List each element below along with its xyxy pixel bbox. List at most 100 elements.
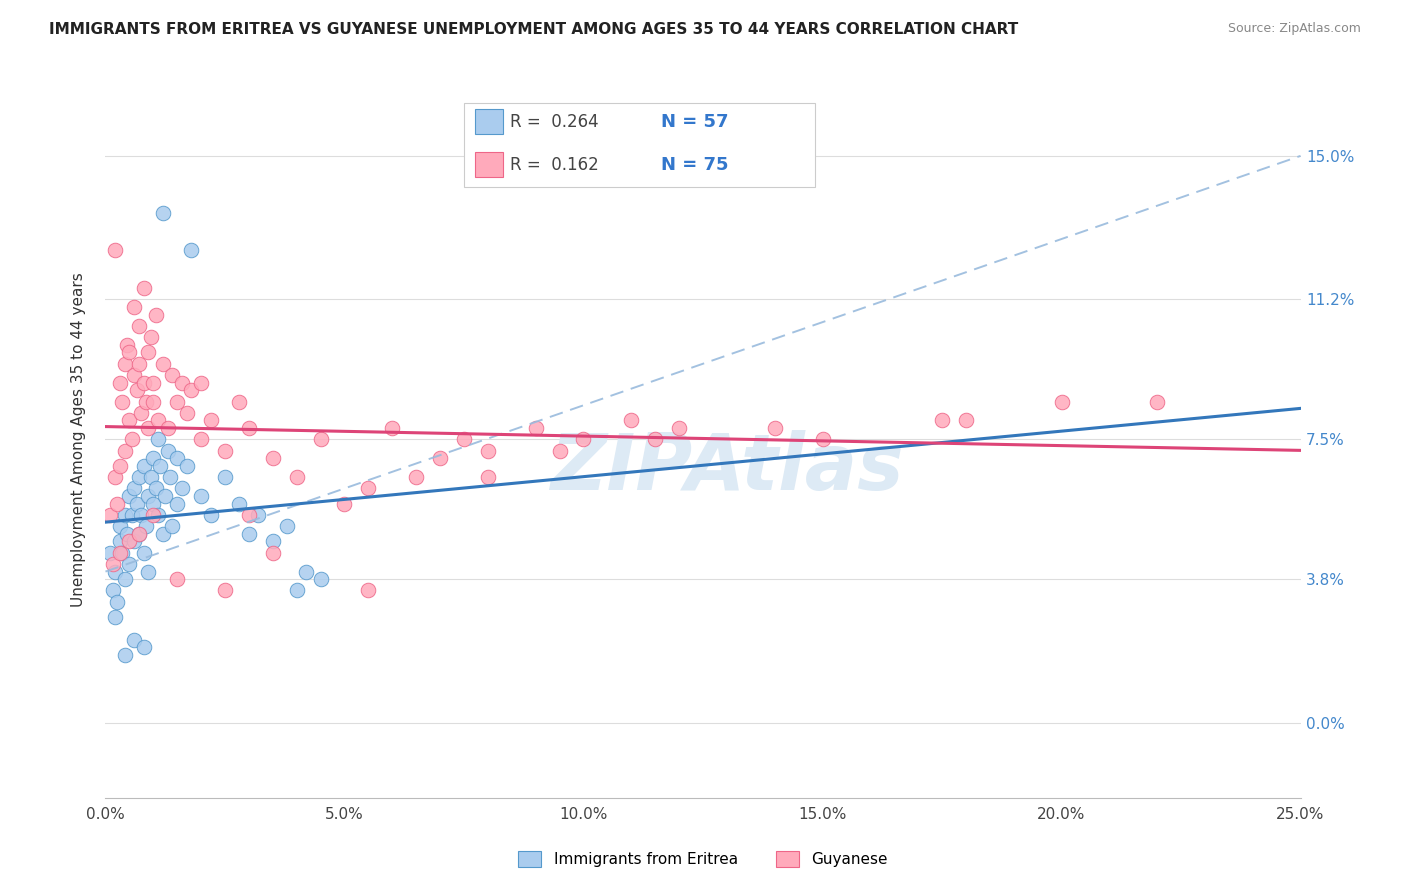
Point [115, 338, 138, 352]
Point [620, 413, 643, 427]
Point [572, 433, 595, 447]
Point [453, 433, 475, 447]
Point [477, 443, 499, 458]
Point [121, 433, 143, 447]
Point [357, 482, 380, 496]
Point [142, 376, 165, 390]
Point [333, 497, 356, 511]
Point [108, 546, 131, 560]
Point [156, 421, 179, 435]
Point [111, 394, 134, 409]
Legend: Immigrants from Eritrea, Guyanese: Immigrants from Eritrea, Guyanese [512, 845, 894, 873]
Point [214, 583, 236, 598]
Point [118, 557, 141, 571]
Point [276, 519, 298, 533]
Point [200, 508, 222, 522]
Text: N = 57: N = 57 [661, 113, 728, 131]
Point [129, 508, 153, 522]
Text: N = 75: N = 75 [661, 156, 728, 174]
Point [146, 508, 169, 522]
Point [114, 443, 136, 458]
Point [228, 497, 250, 511]
Point [1146, 394, 1168, 409]
Point [108, 376, 131, 390]
Point [429, 451, 451, 466]
Point [135, 394, 157, 409]
Point [145, 308, 167, 322]
Point [104, 610, 127, 624]
Point [285, 583, 308, 598]
Point [166, 497, 188, 511]
Point [190, 433, 212, 447]
Point [132, 458, 155, 473]
Point [145, 482, 167, 496]
Point [146, 433, 169, 447]
Point [114, 508, 136, 522]
Point [108, 519, 131, 533]
Point [170, 482, 193, 496]
Point [138, 345, 160, 359]
Point [214, 470, 236, 484]
Point [200, 413, 222, 427]
Point [477, 470, 499, 484]
Point [668, 421, 690, 435]
Point [104, 470, 127, 484]
Point [101, 557, 124, 571]
Point [142, 394, 165, 409]
Point [159, 470, 181, 484]
Point [128, 357, 150, 371]
Point [138, 489, 160, 503]
Point [135, 519, 157, 533]
Point [149, 458, 172, 473]
Text: IMMIGRANTS FROM ERITREA VS GUYANESE UNEMPLOYMENT AMONG AGES 35 TO 44 YEARS CORRE: IMMIGRANTS FROM ERITREA VS GUYANESE UNEM… [49, 22, 1018, 37]
Point [114, 572, 136, 586]
Text: R =  0.264: R = 0.264 [510, 113, 599, 131]
Point [132, 640, 155, 655]
Point [152, 205, 174, 219]
Point [118, 489, 141, 503]
Point [931, 413, 953, 427]
Point [128, 526, 150, 541]
Point [238, 526, 260, 541]
Point [107, 595, 129, 609]
Point [309, 433, 332, 447]
Point [138, 565, 160, 579]
Point [405, 470, 427, 484]
Point [228, 394, 250, 409]
Point [142, 451, 165, 466]
Point [122, 482, 145, 496]
Point [107, 497, 129, 511]
Point [180, 383, 202, 397]
Point [176, 458, 198, 473]
Point [98, 546, 121, 560]
Point [121, 508, 143, 522]
Point [132, 546, 155, 560]
Point [524, 421, 547, 435]
Point [170, 376, 193, 390]
Point [118, 413, 141, 427]
Point [247, 508, 270, 522]
Point [285, 470, 308, 484]
Point [122, 368, 145, 382]
Point [132, 281, 155, 295]
Point [262, 451, 284, 466]
Point [128, 318, 150, 333]
Point [295, 565, 318, 579]
Point [128, 526, 150, 541]
Point [138, 421, 160, 435]
Point [114, 357, 136, 371]
Point [238, 508, 260, 522]
Point [108, 534, 131, 549]
Point [811, 433, 834, 447]
Point [190, 489, 212, 503]
Point [176, 406, 198, 420]
Point [146, 413, 169, 427]
Point [156, 443, 179, 458]
Point [118, 534, 141, 549]
Point [132, 376, 155, 390]
Point [153, 489, 177, 503]
Point [104, 244, 127, 258]
Y-axis label: Unemployment Among Ages 35 to 44 years: Unemployment Among Ages 35 to 44 years [72, 272, 86, 607]
Point [122, 632, 145, 647]
Point [262, 546, 284, 560]
